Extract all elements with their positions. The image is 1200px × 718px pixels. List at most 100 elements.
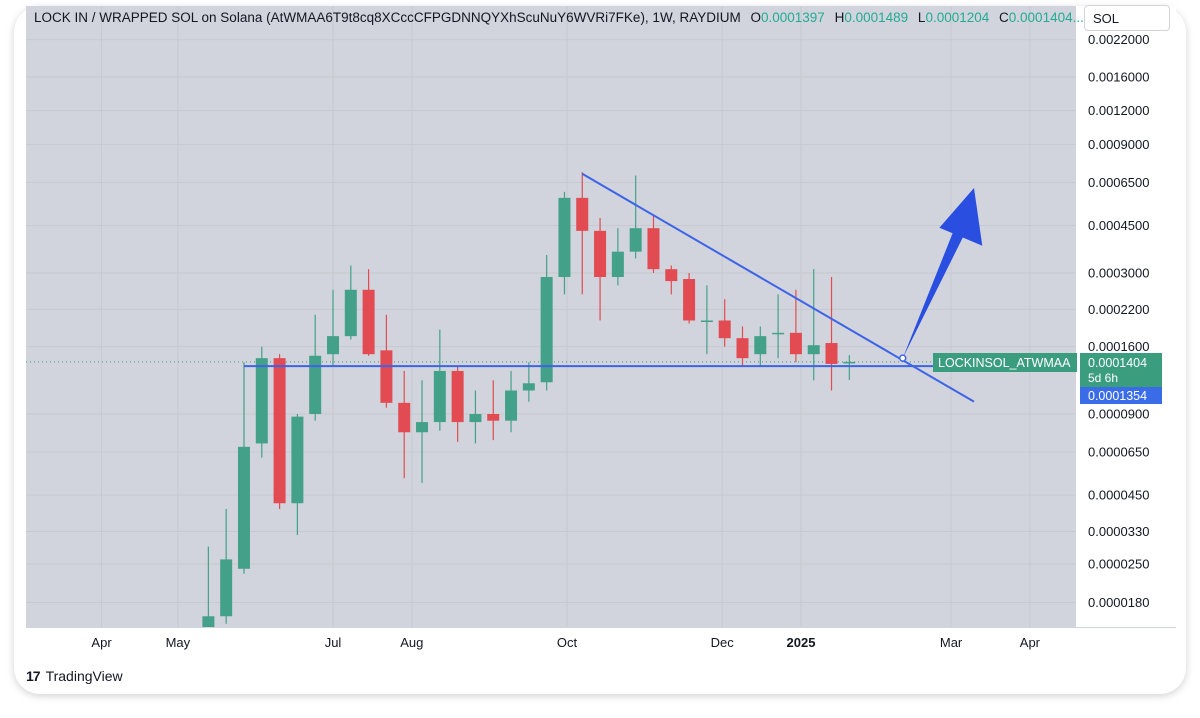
y-tick-label: 0.0003000 [1088,266,1149,281]
y-tick-label: 0.0000900 [1088,407,1149,422]
candle [700,285,713,355]
x-tick-label: 2025 [787,635,816,650]
x-tick-label: Aug [400,635,423,650]
candle-body [255,358,268,444]
candle [683,273,696,324]
candle [291,414,304,536]
candle [273,354,286,509]
y-tick-label: 0.0009000 [1088,137,1149,152]
candle [807,269,820,381]
x-tick-label: Dec [711,635,735,650]
pair-title: LOCK IN / WRAPPED SOL on Solana (AtWMAA6… [34,10,741,25]
candle [754,326,767,367]
price-labels: LOCKINSOL_ATWMAA 0.0001404 5d 6h 0.00013… [933,353,1162,404]
line-price-label-bg [1080,387,1162,404]
symbol-selector[interactable]: SOL [1084,5,1170,31]
candle-body [843,361,856,364]
high-value: 0.0001489 [844,10,909,25]
candle [220,508,233,624]
candle [825,276,838,391]
candle [522,362,535,402]
candle [629,175,642,259]
y-tick-label: 0.0000330 [1088,524,1149,539]
candle [469,390,482,444]
candle-body [683,279,696,321]
candle-body [273,358,286,504]
candle-body [416,422,429,433]
price-axis[interactable] [1076,6,1176,627]
candle [362,269,375,356]
y-tick-label: 0.0004500 [1088,218,1149,233]
candle [398,370,411,479]
x-tick-label: Mar [940,635,963,650]
last-price-label: 0.0001404 [1088,356,1147,370]
candles [202,172,856,627]
candle-body [772,332,785,335]
series-name-label-bg [933,353,1077,372]
chart-header: LOCK IN / WRAPPED SOL on Solana (AtWMAA6… [34,10,1084,25]
candle [237,362,250,574]
candle-body [754,336,767,355]
tradingview-brand[interactable]: 17 TradingView [26,668,123,684]
brand-name: TradingView [45,668,123,684]
candle-body [540,276,553,383]
y-tick-label: 0.0016000 [1088,70,1149,85]
bullish-arrow [902,188,983,359]
candle-body [789,332,802,355]
candle [309,314,322,421]
candle-body [220,559,233,617]
candle [505,370,518,433]
y-tick-label: 0.0000450 [1088,488,1149,503]
candle [558,191,571,295]
candle [789,289,802,363]
y-tick-label: 0.0000250 [1088,556,1149,571]
candle-body [736,338,749,359]
candle [487,380,500,441]
close-value: 0.0001404... [1008,10,1084,25]
y-tick-label: 0.0006500 [1088,175,1149,190]
y-tick-label: 0.0000180 [1088,595,1149,610]
candle-body [362,289,375,355]
y-axis-ticks: 0.0022000 0.0016000 0.0012000 0.0009000 0.00… [1088,32,1149,610]
candle [255,346,268,458]
candle-body [522,383,535,391]
y-tick-label: 0.0022000 [1088,32,1149,47]
candle-body [807,345,820,355]
series-name-label: LOCKINSOL_ATWMAA [938,356,1071,370]
x-tick-label: Apr [1020,635,1041,650]
x-tick-label: May [166,635,191,650]
candle-body [202,616,215,627]
candle-body [718,320,731,339]
candle-body [380,350,393,403]
candle-body [344,289,357,337]
x-tick-label: Apr [91,635,112,650]
candle [202,546,215,627]
candle-body [825,343,838,364]
candle-body [309,355,322,414]
tradingview-logo-icon: 17 [26,668,41,684]
candle-body [469,414,482,423]
candle-body [594,230,607,277]
time-axis[interactable] [26,627,1176,659]
arrow-anchor-point [898,354,907,362]
candle-body [576,197,589,231]
x-tick-label: Jul [325,635,342,650]
candle [647,215,660,274]
candle [540,254,553,391]
candle [451,366,464,442]
candle [736,326,749,367]
candle-body [700,320,713,322]
candle-body [398,402,411,433]
candle-body [647,228,660,270]
candle [772,294,785,359]
candle-body [327,336,339,355]
candle-body [665,269,678,282]
y-tick-label: 0.0012000 [1088,103,1149,118]
candle [344,265,357,340]
trend-line [581,172,975,403]
last-price-label-bg [1080,353,1162,387]
candle-body [629,228,642,252]
candle-body [433,370,446,423]
low-label: L [917,10,926,25]
